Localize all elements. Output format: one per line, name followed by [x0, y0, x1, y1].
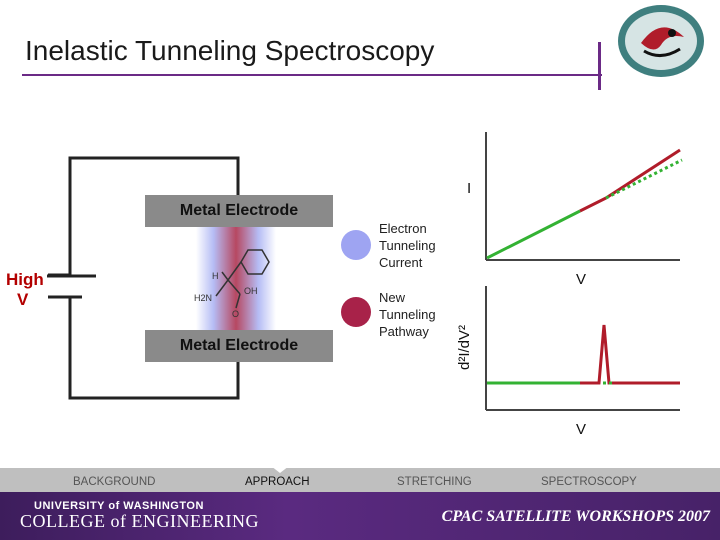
atom-oh: OH: [244, 286, 258, 296]
nav-item-approach[interactable]: APPROACH: [245, 476, 310, 488]
metal-electrode-bottom: Metal Electrode: [145, 330, 333, 362]
iv-red-segment-2: [605, 148, 681, 200]
molecule-diagram: H H2N OH O: [194, 249, 270, 319]
voltage-label-v: V: [17, 290, 29, 309]
iv-green-extension: [605, 158, 683, 200]
iv-green-segment: [486, 209, 581, 260]
legend-swatch-electron-current: [341, 230, 371, 260]
tunneling-channel: [196, 227, 276, 330]
d2-red-peak: [580, 324, 612, 385]
title-divider: [598, 42, 601, 90]
iv-y-label: I: [467, 180, 472, 197]
nav-item-background[interactable]: BACKGROUND: [73, 476, 156, 488]
university-name: UNIVERSITY of WASHINGTON: [34, 500, 204, 512]
nav-item-stretching[interactable]: STRETCHING: [397, 476, 472, 488]
atom-o: O: [232, 309, 239, 319]
d2-y-label: d²I/dV²: [456, 324, 473, 370]
d2-x-label: V: [576, 421, 587, 438]
voltage-label-high: High: [6, 270, 44, 289]
workshop-title: CPAC SATELLITE WORKSHOPS 2007: [441, 508, 710, 525]
atom-h: H: [212, 271, 219, 281]
slide-title: Inelastic Tunneling Spectroscopy: [25, 35, 435, 66]
nav-active-pointer-icon: [271, 466, 289, 473]
college-name: COLLEGE of ENGINEERING: [20, 511, 259, 531]
metal-electrode-top: Metal Electrode: [145, 195, 333, 227]
nav-item-spectroscopy[interactable]: SPECTROSCOPY: [541, 476, 637, 488]
footer-bar: [0, 492, 720, 540]
legend-label-new-pathway: New Tunneling Pathway: [379, 290, 436, 339]
legend-swatch-new-pathway: [341, 297, 371, 327]
iv-red-segment-1: [579, 196, 607, 213]
iv-x-label: V: [576, 271, 587, 288]
atom-nh2: H2N: [194, 293, 212, 303]
title-underline: [22, 74, 602, 76]
legend-label-electron-current: Electron Tunneling Current: [379, 221, 436, 270]
logo-seal: [618, 5, 704, 77]
section-nav-bar: BACKGROUND APPROACH STRETCHING SPECTROSC…: [0, 468, 720, 492]
